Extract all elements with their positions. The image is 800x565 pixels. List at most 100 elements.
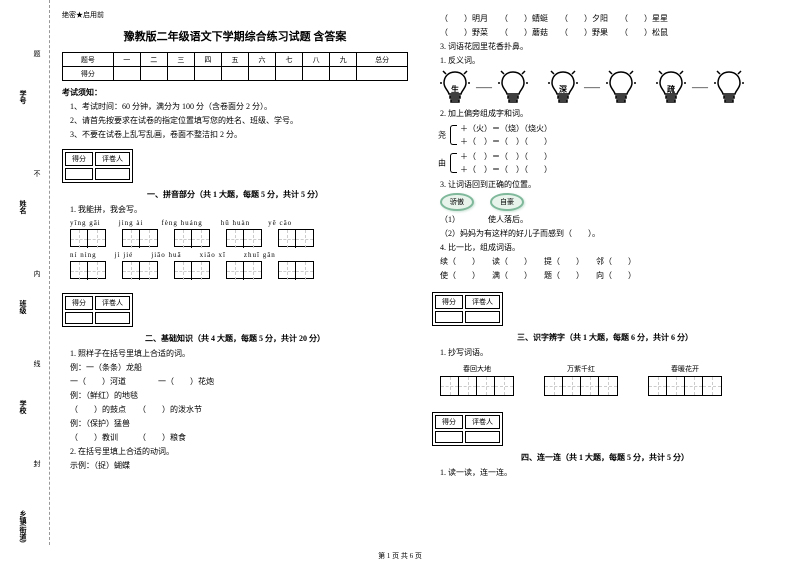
q2-line: （ ）教训 （ ）粮食 [70, 432, 408, 443]
copy-label: 春回大地 [440, 364, 514, 374]
q-heading: 4. 比一比，组成词语。 [440, 242, 778, 253]
q2-line: 例：（保护）猛兽 [70, 418, 408, 429]
th: 七 [276, 53, 303, 67]
bind-marker: 线 [32, 360, 42, 367]
th: 总分 [357, 53, 408, 67]
char-box[interactable] [278, 229, 314, 247]
left-column: 绝密★启用前 豫教版二年级语文下学期综合练习试题 含答案 题号 一 二 三 四 … [50, 0, 420, 545]
exam-page: 乡镇(街道) 封 学校 线 班级 内 姓名 不 学号 题 绝密★启用前 豫教版二… [0, 0, 800, 545]
td: 得分 [435, 415, 463, 429]
pinyin: hū huàn [221, 219, 250, 227]
pinyin: ní nìng [70, 251, 97, 259]
brace-char: 由 [438, 158, 446, 169]
char-box[interactable] [70, 261, 106, 279]
binding-margin: 乡镇(街道) 封 学校 线 班级 内 姓名 不 学号 题 [0, 0, 50, 545]
char-box[interactable] [174, 261, 210, 279]
th: 五 [221, 53, 248, 67]
q3-title: 2. 在括号里填上合适的动词。 [70, 446, 408, 457]
pinyin: fèng huáng [161, 219, 202, 227]
bind-marker: 内 [32, 270, 42, 277]
td: 评卷人 [95, 152, 130, 166]
pinyin: xiāo xī [200, 251, 226, 259]
bind-field: 学校 [18, 400, 28, 414]
fill-line: （ ）野菜 （ ）蘑菇 （ ）野果 （ ）松鼠 [440, 27, 778, 38]
q3-example: 示例：（捉）蝴蝶 [70, 460, 408, 471]
bulb-row: 生 —— 深 —— 疏 —— [440, 70, 778, 104]
fill-line: 使（ ） 满（ ） 题（ ） 向（ ） [440, 270, 778, 281]
bulb-char: 生 [440, 84, 470, 95]
grader-box: 得分评卷人 [432, 292, 503, 326]
th: 二 [140, 53, 167, 67]
right-column: （ ）明月 （ ）蜻蜓 （ ）夕阳 （ ）星星 （ ）野菜 （ ）蘑菇 （ ）野… [420, 0, 790, 545]
td: 评卷人 [465, 295, 500, 309]
q1-title: 1. 我能拼，我会写。 [70, 204, 408, 215]
brace-line: ＋（火）＝（烧）（烧火） [460, 123, 778, 134]
td: 得分 [65, 152, 93, 166]
pinyin: jiāo huā [151, 251, 181, 259]
copy-group: 万紫千红 [544, 364, 618, 396]
th: 题号 [63, 53, 114, 67]
section-title-3: 三、识字辨字（共 1 大题，每题 6 分，共计 6 分） [432, 332, 778, 343]
td: 得分 [63, 67, 114, 81]
dash: —— [476, 83, 492, 92]
copy-label: 万紫千红 [544, 364, 618, 374]
copy-label: 春暖花开 [648, 364, 722, 374]
char-box[interactable] [226, 229, 262, 247]
th: 九 [330, 53, 357, 67]
q-heading: 3. 词语花园里花香扑鼻。 [440, 41, 778, 52]
copy-grid[interactable] [648, 376, 722, 396]
sub-heading: 2. 加上偏旁组成字和词。 [440, 108, 778, 119]
q2-title: 1. 照样子在括号里填上合适的词。 [70, 348, 408, 359]
notice-item: 1、考试时间：60 分钟，满分为 100 分（含卷面分 2 分）。 [70, 101, 408, 112]
secret-label: 绝密★启用前 [62, 10, 408, 20]
pinyin-row: ní nìng jì jié jiāo huā xiāo xī zhuī gǎn [70, 251, 408, 259]
pinyin: zhuī gǎn [244, 251, 276, 259]
th: 三 [167, 53, 194, 67]
word-oval: 骄傲 [440, 193, 474, 211]
text: （1） 使人落后。 [440, 215, 528, 224]
pinyin: jìng ài [119, 219, 144, 227]
pinyin: jì jié [115, 251, 134, 259]
td: 得分 [65, 296, 93, 310]
section-title-2: 二、基础知识（共 4 大题，每题 5 分，共计 20 分） [62, 333, 408, 344]
bind-marker: 题 [32, 50, 42, 57]
notice-title: 考试须知： [62, 87, 408, 98]
q-heading: 1. 读一读，连一连。 [440, 467, 778, 478]
char-box[interactable] [174, 229, 210, 247]
exam-title: 豫教版二年级语文下学期综合练习试题 含答案 [62, 28, 408, 44]
bulb-icon: 深 [548, 70, 578, 104]
char-box[interactable] [226, 261, 262, 279]
grader-box: 得分评卷人 [62, 149, 133, 183]
copy-grid[interactable] [544, 376, 618, 396]
sub-heading: 1. 反义词。 [440, 55, 778, 66]
brace-block: 尧 ＋（火）＝（烧）（烧火） ＋（ ）＝（ ）（ ） [446, 123, 778, 147]
dash: —— [692, 83, 708, 92]
bulb-char: 疏 [656, 84, 686, 95]
bind-field: 班级 [18, 300, 28, 314]
bulb-icon [606, 70, 636, 104]
copy-grid[interactable] [440, 376, 514, 396]
char-box[interactable] [122, 261, 158, 279]
th: 一 [113, 53, 140, 67]
dash: —— [584, 83, 600, 92]
char-box[interactable] [278, 261, 314, 279]
bind-field: 乡镇(街道) [18, 510, 28, 543]
td: 得分 [435, 295, 463, 309]
grader-box: 得分评卷人 [62, 293, 133, 327]
bulb-icon: 疏 [656, 70, 686, 104]
char-box[interactable] [122, 229, 158, 247]
score-table: 题号 一 二 三 四 五 六 七 八 九 总分 得分 [62, 52, 408, 81]
oval-row: 骄傲 自豪 [440, 193, 778, 211]
fill-line: 续（ ） 读（ ） 提（ ） 邻（ ） [440, 256, 778, 267]
char-box[interactable] [70, 229, 106, 247]
brace-line: ＋（ ）＝（ ）（ ） [460, 136, 778, 147]
bulb-icon [714, 70, 744, 104]
bulb-icon [498, 70, 528, 104]
notice-item: 2、请首先按要求在试卷的指定位置填写您的姓名、班级、学号。 [70, 115, 408, 126]
char-grid-row [70, 261, 408, 279]
q2-line: 例：（鲜红）的地毯 [70, 390, 408, 401]
section-title-1: 一、拼音部分（共 1 大题，每题 5 分，共计 5 分） [62, 189, 408, 200]
pinyin-row: yīng gāi jìng ài fèng huáng hū huàn yě c… [70, 219, 408, 227]
bulb-icon: 生 [440, 70, 470, 104]
fill-line: （ ）明月 （ ）蜻蜓 （ ）夕阳 （ ）星星 [440, 13, 778, 24]
